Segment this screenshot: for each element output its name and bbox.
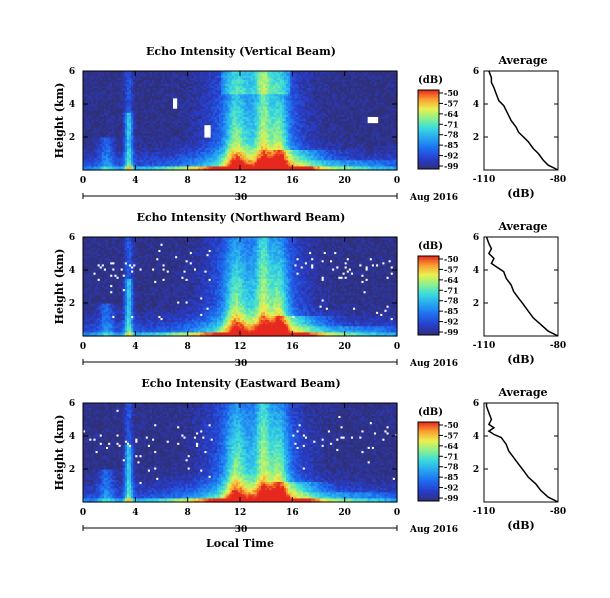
chart-title: Echo Intensity (Vertical Beam)	[146, 45, 336, 58]
heatmap	[83, 71, 398, 171]
panel-0: Echo Intensity (Vertical Beam)246Height …	[53, 45, 566, 203]
